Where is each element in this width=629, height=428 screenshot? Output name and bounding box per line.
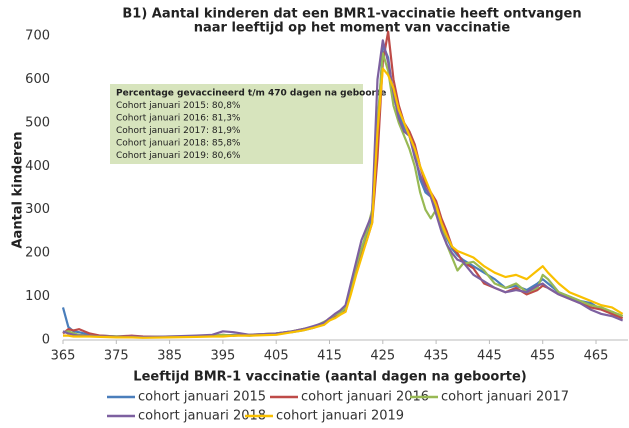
annotation-text: Cohort januari 2017: 81,9% — [116, 126, 241, 136]
legend-label: cohort januari 2016 — [301, 390, 429, 405]
y-tick-label: 700 — [25, 29, 50, 44]
x-tick-label: 405 — [264, 349, 289, 364]
series-line — [62, 30, 624, 339]
x-tick-label: 395 — [210, 349, 235, 364]
y-tick-label: 400 — [25, 159, 50, 174]
y-axis-title: Aantal kinderen — [11, 131, 26, 248]
legend-label: cohort januari 2019 — [276, 409, 404, 424]
x-tick-label: 375 — [104, 349, 129, 364]
x-tick-label: 415 — [317, 349, 342, 364]
y-tick-label: 0 — [42, 333, 50, 348]
series-line — [63, 67, 624, 339]
annotation-box — [110, 84, 363, 164]
x-tick-label: 365 — [51, 349, 76, 364]
y-tick-label: 100 — [25, 289, 50, 304]
legend-label: cohort januari 2017 — [441, 390, 569, 405]
x-axis-title: Leeftijd BMR-1 vaccinatie (aantal dagen … — [133, 370, 526, 385]
annotation-text: Cohort januari 2019: 80,6% — [116, 151, 241, 161]
x-tick-label: 465 — [584, 349, 609, 364]
x-tick-label: 445 — [477, 349, 502, 364]
legend-label: cohort januari 2018 — [138, 409, 266, 424]
annotation-text: Cohort januari 2018: 85,8% — [116, 139, 241, 149]
annotation-text: Cohort januari 2016: 81,3% — [116, 114, 241, 124]
annotation-text: Cohort januari 2015: 80,8% — [116, 101, 241, 111]
chart-title: B1) Aantal kinderen dat een BMR1-vaccina… — [122, 7, 581, 22]
y-tick-label: 200 — [25, 246, 50, 261]
annotation-text: Percentage gevaccineerd t/m 470 dagen na… — [116, 89, 386, 99]
y-tick-label: 500 — [25, 115, 50, 130]
chart-title: naar leeftijd op het moment van vaccinat… — [194, 21, 511, 36]
series-line — [62, 39, 624, 339]
y-tick-label: 600 — [25, 72, 50, 87]
x-tick-label: 385 — [157, 349, 182, 364]
x-tick-label: 425 — [370, 349, 395, 364]
x-tick-label: 435 — [424, 349, 449, 364]
x-tick-label: 455 — [530, 349, 555, 364]
y-tick-label: 300 — [25, 202, 50, 217]
legend-label: cohort januari 2015 — [138, 390, 266, 405]
